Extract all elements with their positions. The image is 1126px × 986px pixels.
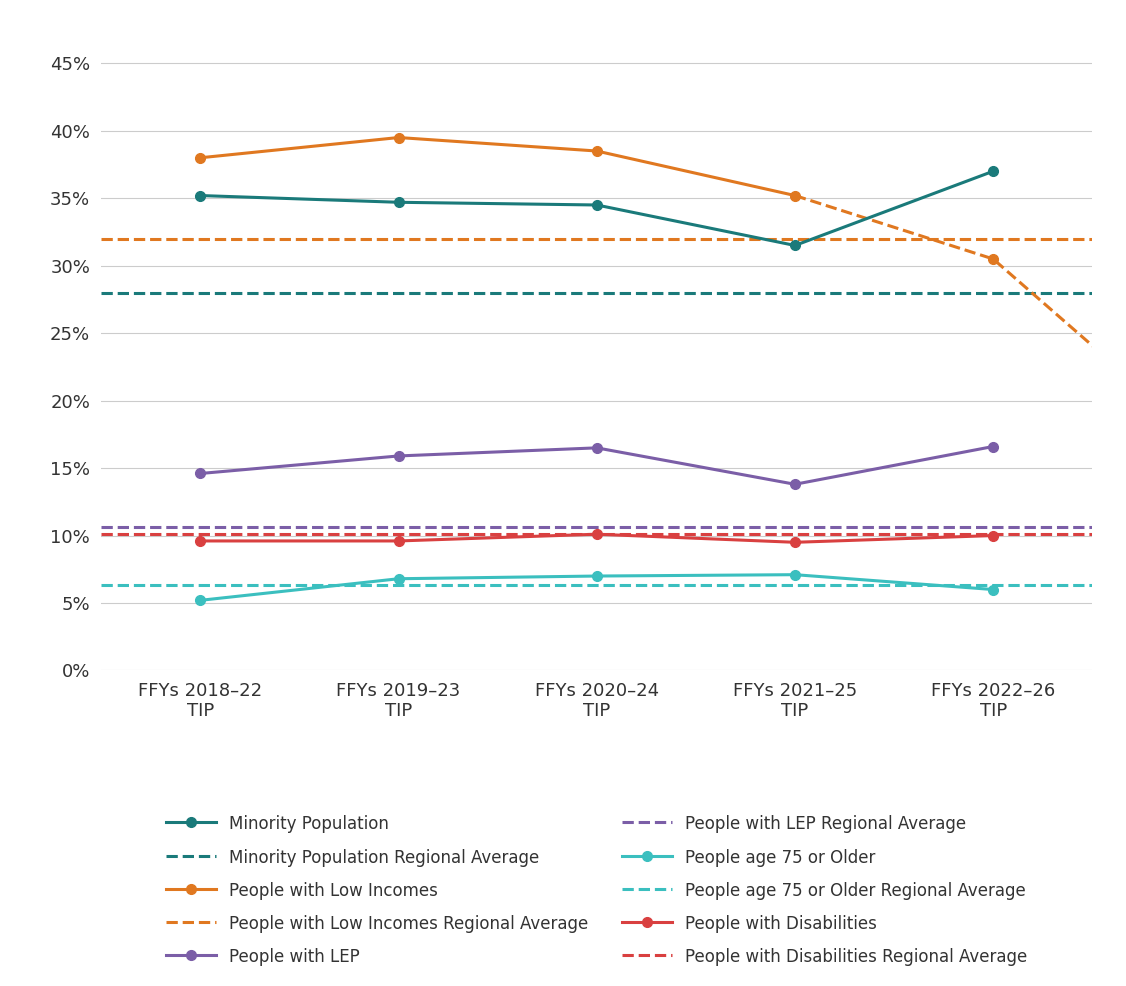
Legend: Minority Population, Minority Population Regional Average, People with Low Incom: Minority Population, Minority Population… (158, 807, 1036, 974)
